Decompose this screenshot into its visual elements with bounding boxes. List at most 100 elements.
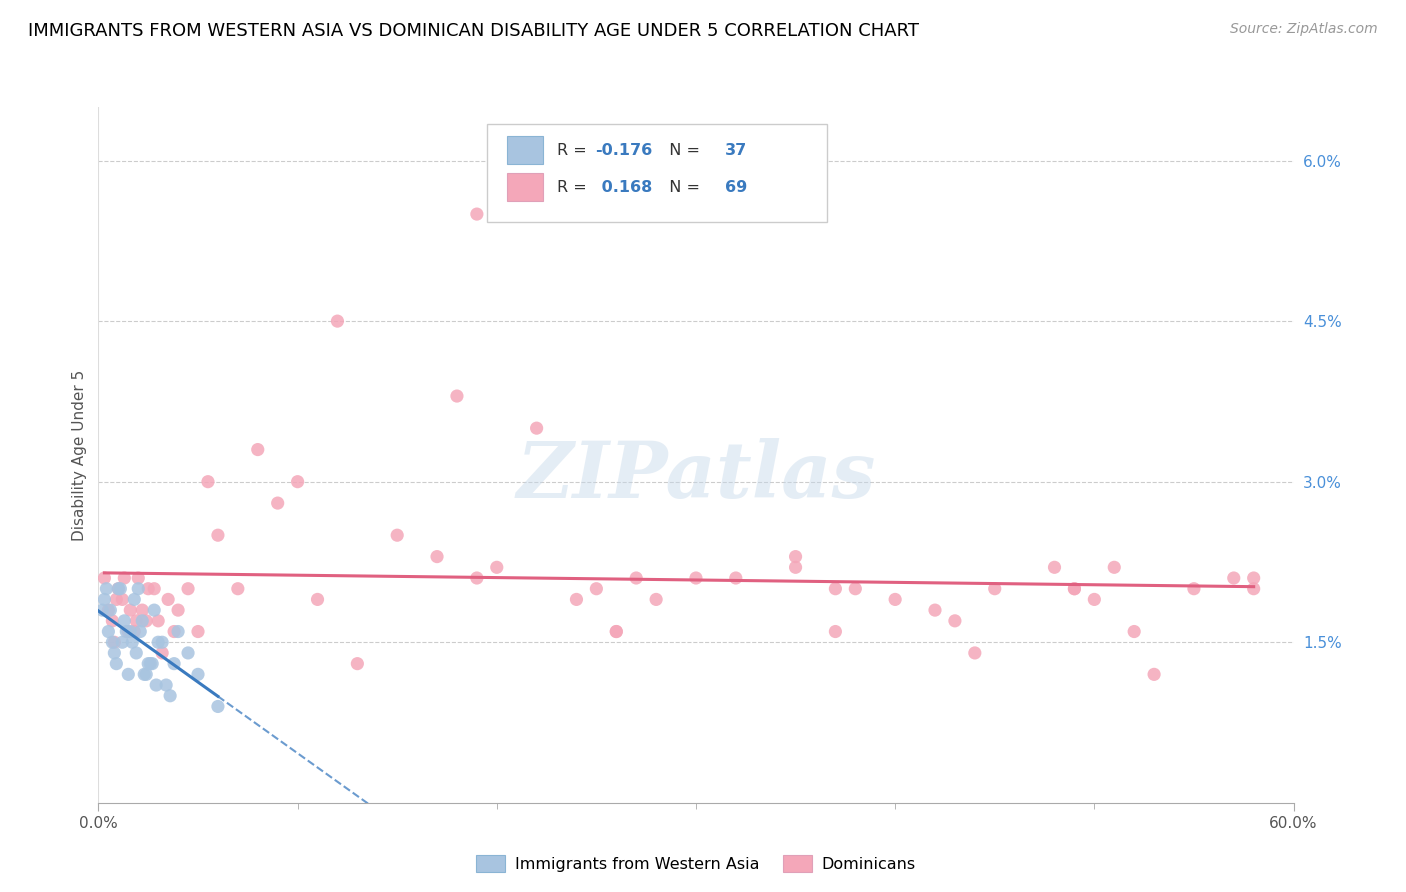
Point [226,582,249,596]
Point [844,582,866,596]
Point [105,592,128,607]
Point [97,603,120,617]
Point [163,657,186,671]
Point [685,571,707,585]
Point [141,657,163,671]
Point [1043,560,1066,574]
Point [167,624,190,639]
Point [1222,571,1246,585]
Point [148,635,170,649]
Point [1102,560,1125,574]
Point [177,582,200,596]
Point [115,624,138,639]
Point [884,592,907,607]
Point [307,592,329,607]
FancyBboxPatch shape [508,173,543,201]
Point [112,571,135,585]
FancyBboxPatch shape [508,136,543,164]
Point [93,571,115,585]
Point [157,592,180,607]
Point [1083,592,1105,607]
Point [155,678,177,692]
Point [187,667,209,681]
Text: R =: R = [557,179,592,194]
Point [326,314,349,328]
Point [287,475,309,489]
Point [150,646,173,660]
Point [103,646,125,660]
Point [426,549,449,564]
Point [96,582,118,596]
Point [148,614,170,628]
Text: N =: N = [659,179,704,194]
Point [1123,624,1146,639]
Point [127,571,149,585]
Point [101,614,124,628]
Point [107,582,129,596]
Point [246,442,269,457]
Point [124,592,146,607]
Point [565,592,588,607]
Point [197,475,219,489]
Text: IMMIGRANTS FROM WESTERN ASIA VS DOMINICAN DISABILITY AGE UNDER 5 CORRELATION CHA: IMMIGRANTS FROM WESTERN ASIA VS DOMINICA… [28,22,920,40]
Point [624,571,647,585]
Text: R =: R = [557,143,592,158]
FancyBboxPatch shape [486,124,827,222]
Point [107,582,129,596]
Point [1143,667,1166,681]
Point [131,603,153,617]
Point [145,678,167,692]
Point [177,646,200,660]
Point [139,657,162,671]
Point [1182,582,1205,596]
Point [143,603,166,617]
Point [134,667,156,681]
Point [1243,571,1265,585]
Point [943,614,966,628]
Text: 69: 69 [724,179,747,194]
Point [983,582,1005,596]
Point [824,624,846,639]
Point [187,624,209,639]
Point [117,667,139,681]
Point [385,528,409,542]
Text: 37: 37 [724,143,747,158]
Point [465,207,488,221]
Point [129,624,152,639]
Point [117,624,139,639]
Point [465,571,488,585]
Point [110,582,132,596]
Point [785,560,807,574]
Point [207,699,229,714]
Point [207,528,229,542]
Point [121,635,143,649]
Text: ZIPatlas: ZIPatlas [516,438,876,514]
Point [111,635,134,649]
Point [824,582,846,596]
Point [143,582,166,596]
Point [446,389,468,403]
Point [112,614,135,628]
Point [526,421,548,435]
Point [1063,582,1085,596]
Point [105,657,128,671]
Point [98,603,122,617]
Point [131,614,153,628]
Point [125,614,148,628]
Point [124,624,146,639]
Point [120,603,142,617]
Point [135,614,157,628]
Point [91,603,114,617]
Point [125,646,148,660]
Point [103,635,125,649]
Point [267,496,290,510]
Point [111,592,134,607]
Point [346,657,368,671]
Point [136,657,159,671]
Point [97,624,120,639]
Point [136,582,159,596]
Point [135,667,157,681]
Point [1063,582,1085,596]
Point [963,646,986,660]
Point [163,624,186,639]
